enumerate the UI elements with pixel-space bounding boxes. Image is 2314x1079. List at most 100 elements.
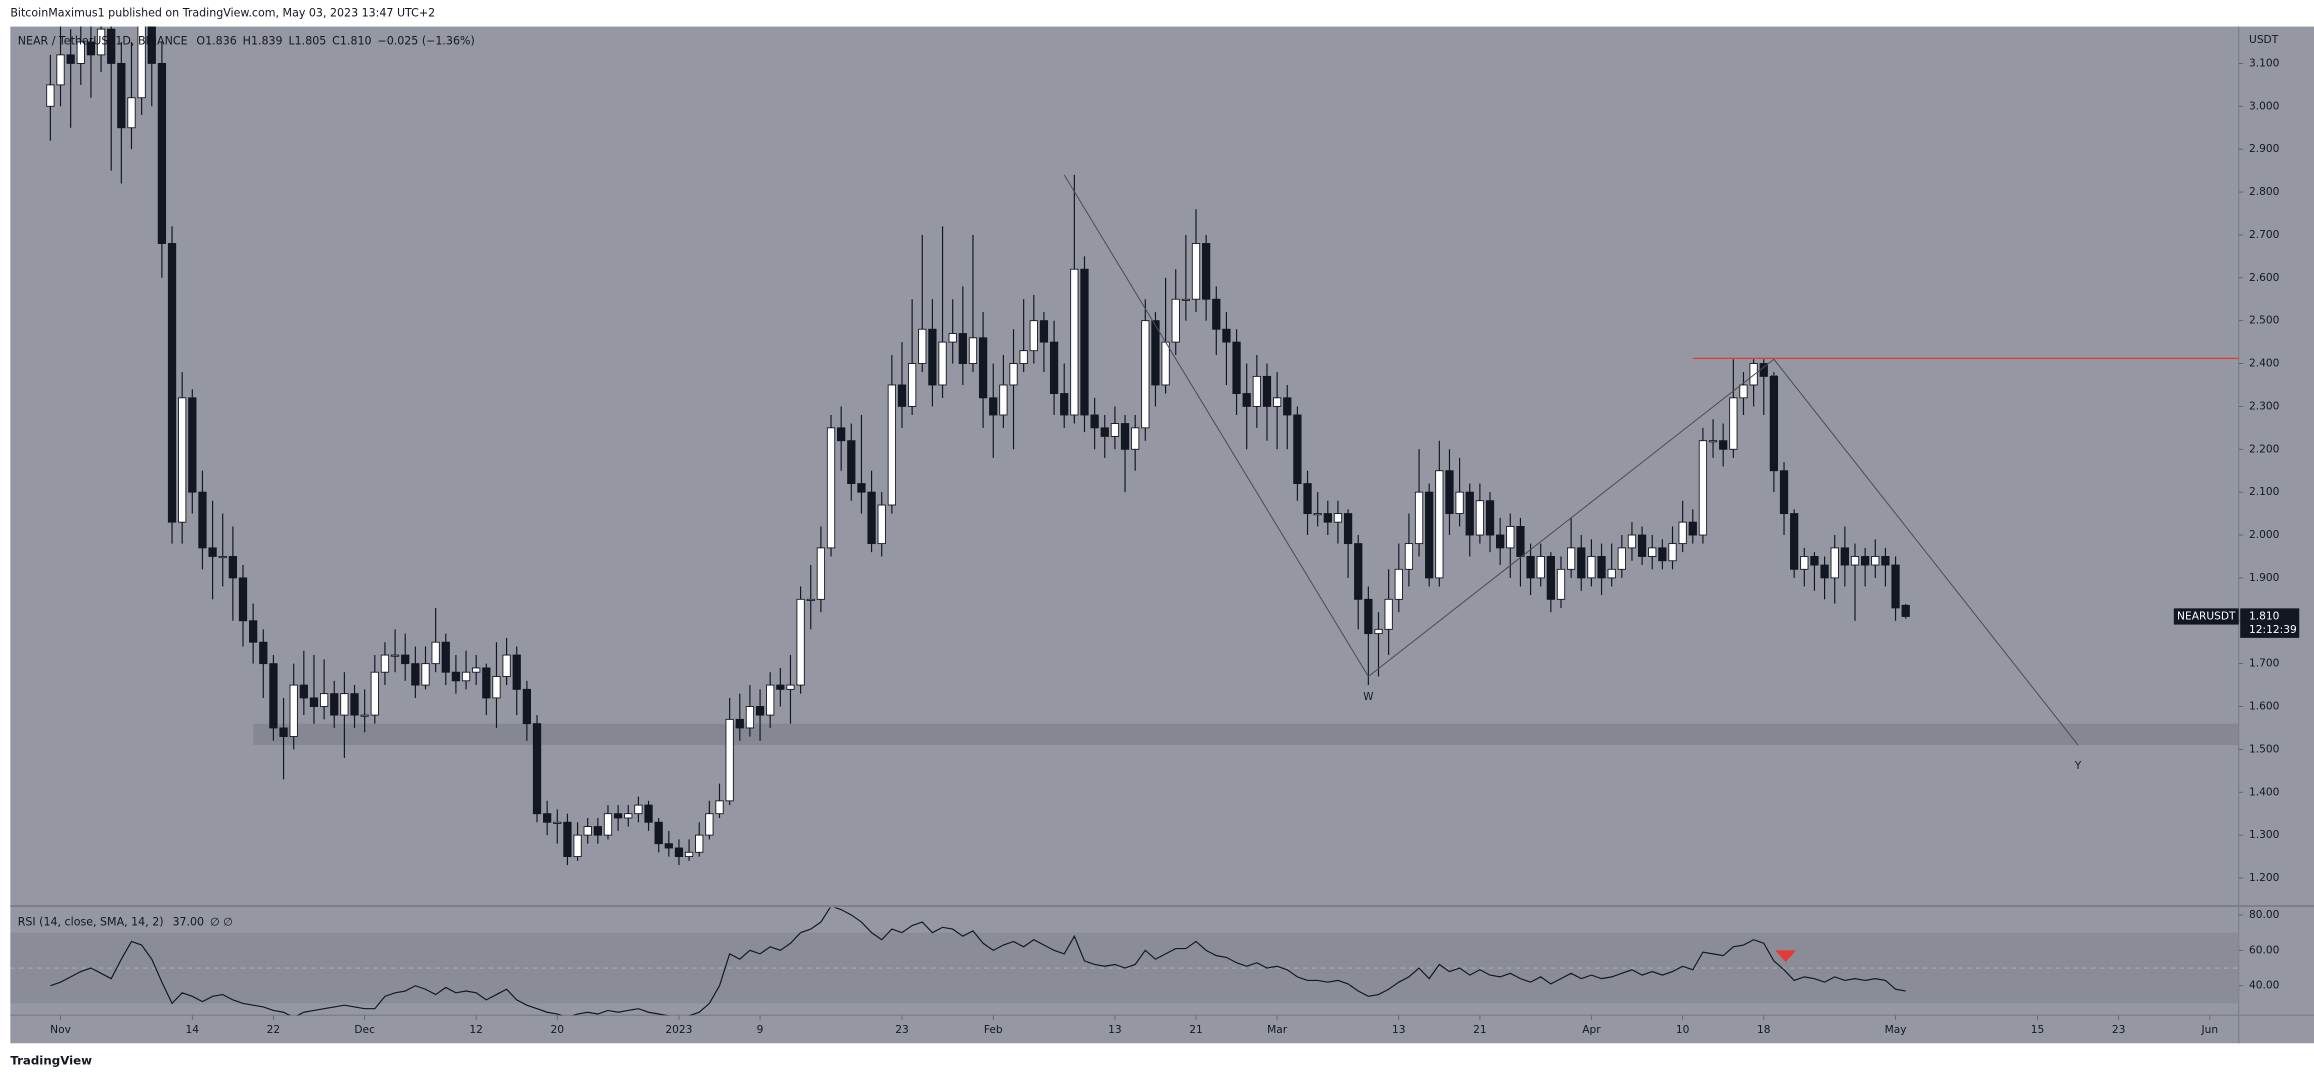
x-tick-label: 20 (551, 1023, 565, 1036)
rsi-line (50, 907, 1906, 1016)
candle-body (1202, 243, 1211, 300)
candle-body (1790, 513, 1799, 570)
candle-body (1749, 363, 1758, 386)
candle-body (1070, 268, 1079, 416)
candle-body (1191, 243, 1201, 300)
candle-body (695, 834, 704, 853)
candle-body (1496, 534, 1505, 549)
symbol-label-box (2173, 608, 2239, 625)
y-tick-label: 1.300 (2249, 828, 2280, 841)
candle-body (1526, 556, 1535, 579)
candle-body (1455, 491, 1464, 515)
candle-body (958, 333, 967, 364)
candle-body (1181, 298, 1191, 301)
y-tick-label: 2.400 (2249, 357, 2280, 370)
candle-body (644, 804, 653, 823)
x-tick-label: 13 (1108, 1023, 1122, 1036)
x-tick-label: Feb (984, 1023, 1003, 1036)
candle-body (816, 547, 826, 600)
candle-body (1465, 491, 1474, 536)
candle-body (178, 397, 187, 523)
candle-body (1627, 534, 1637, 549)
candle-body (725, 718, 734, 802)
candle-body (1364, 598, 1373, 635)
candle-body (167, 243, 177, 523)
candle-body (1810, 556, 1819, 566)
x-tick-label: 22 (267, 1023, 281, 1036)
candle-body (441, 641, 450, 673)
y-tick-label: 1.500 (2249, 742, 2280, 755)
candle-body (279, 727, 288, 737)
candle-body (350, 693, 359, 716)
candle-body (867, 491, 876, 545)
candle-body (1516, 526, 1525, 557)
y-tick-label: 1.700 (2249, 657, 2280, 670)
candle-body (705, 813, 714, 836)
wave-line (1063, 174, 1369, 677)
support-zone (253, 723, 2239, 746)
x-tick-label: 9 (757, 1023, 764, 1036)
symbol-text: NEAR / TetherUS, 1D, BINANCE (18, 34, 188, 47)
candle-body (1597, 556, 1606, 579)
rsi-name: RSI (14, close, SMA, 14, 2) (18, 915, 164, 928)
candle-body (938, 341, 947, 386)
rsi-tick-label: 40.00 (2249, 979, 2280, 992)
candle-body (1506, 526, 1515, 549)
candle-body (1425, 491, 1434, 579)
y-tick-label: 3.100 (2249, 56, 2280, 69)
candle-body (492, 676, 501, 699)
last-price-label: 1.810 (2249, 609, 2280, 622)
y-tick-label: 2.000 (2249, 528, 2280, 541)
candle-body (684, 851, 694, 858)
x-tick-label: Mar (1267, 1023, 1288, 1036)
candle-body (411, 663, 420, 686)
candle-body (1060, 393, 1069, 416)
x-tick-label: 15 (2031, 1023, 2045, 1036)
candle-body (857, 483, 866, 493)
candle-body (472, 667, 481, 673)
candle-body (928, 328, 937, 386)
candle-body (1029, 320, 1038, 352)
candle-body (634, 804, 643, 815)
candle-body (1698, 440, 1708, 536)
candle-body (1384, 598, 1393, 630)
candle-body (1607, 568, 1616, 579)
candle-body (1212, 298, 1221, 330)
candle-body (1891, 564, 1900, 609)
last-price-box (2240, 608, 2300, 638)
candle-body (1536, 556, 1545, 579)
publisher-line: BitcoinMaximus1 published on TradingView… (10, 6, 435, 19)
candle-body (56, 54, 65, 86)
candle-body (563, 821, 572, 858)
x-tick-label: 23 (2112, 1023, 2126, 1036)
candle-body (674, 847, 684, 858)
candle-body (208, 547, 217, 557)
y-tick-label: 2.600 (2249, 271, 2280, 284)
candle-body (1252, 375, 1261, 407)
candle-body (745, 706, 755, 729)
candle-body (1871, 556, 1880, 566)
signal-triangle (1775, 950, 1797, 963)
candle-body (461, 671, 471, 682)
axes: 1.2001.3001.4001.5001.6001.7001.8001.900… (50, 56, 2300, 1036)
candle-body (370, 671, 379, 716)
y-tick-label: 3.000 (2249, 99, 2280, 112)
wave-label: W (1363, 691, 1373, 703)
candle-body (624, 813, 633, 819)
candle-body (664, 843, 673, 849)
candle-body (999, 384, 1008, 416)
x-tick-label: 21 (1189, 1023, 1203, 1036)
x-tick-label: Apr (1582, 1023, 1601, 1036)
candle-body (1617, 547, 1626, 570)
rsi-tick-label: 60.00 (2249, 943, 2280, 956)
candle-body (1100, 427, 1109, 437)
x-tick-label: Jun (2201, 1023, 2219, 1036)
candle-body (421, 663, 430, 686)
x-tick-label: 13 (1392, 1023, 1406, 1036)
candle-body (390, 654, 400, 657)
candle-body (401, 654, 410, 665)
candle-body (127, 97, 136, 129)
candle-body (188, 397, 197, 493)
candle-body (1739, 384, 1748, 399)
